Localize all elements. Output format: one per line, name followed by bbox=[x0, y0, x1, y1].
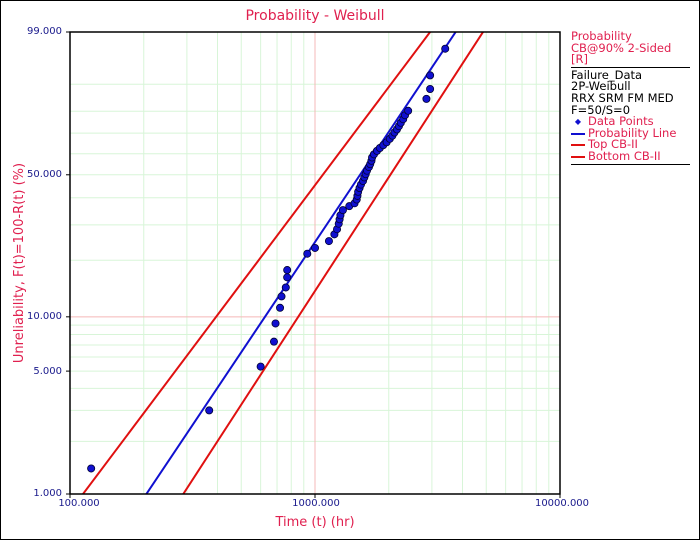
data-point bbox=[277, 292, 286, 301]
data-point bbox=[87, 464, 96, 473]
data-point bbox=[404, 106, 413, 115]
legend-info-method: RRX SRM FM MED bbox=[571, 90, 674, 105]
data-point bbox=[256, 362, 265, 371]
legend-item-top-cb: Top CB-II bbox=[571, 139, 691, 151]
x-axis-label: Time (t) (hr) bbox=[275, 515, 355, 530]
y-tick-10: 10.000 bbox=[27, 311, 62, 322]
legend-header-title: Probability bbox=[571, 29, 632, 43]
legend-header-cb: CB@90% 2-Sided [R] bbox=[571, 40, 672, 67]
data-point-marker-icon: ◆ bbox=[574, 117, 582, 127]
blue-line-swatch-icon bbox=[571, 132, 585, 135]
data-point bbox=[441, 44, 450, 53]
legend-label: Top CB-II bbox=[588, 137, 638, 152]
plot-border bbox=[69, 31, 561, 495]
x-tick-1000: 1000.000 bbox=[292, 498, 340, 509]
top-cb-ii-line bbox=[81, 32, 432, 494]
data-point bbox=[283, 273, 292, 282]
legend-item-bottom-cb: Bottom CB-II bbox=[571, 148, 691, 163]
data-point bbox=[426, 84, 435, 93]
y-tick-5: 5.000 bbox=[33, 366, 62, 377]
legend-info-counts: F=50/S=0 bbox=[571, 102, 631, 117]
y-tick-50: 50.000 bbox=[27, 169, 62, 180]
data-point bbox=[205, 406, 214, 415]
data-point bbox=[271, 319, 280, 328]
data-point bbox=[426, 71, 435, 80]
data-point bbox=[269, 337, 278, 346]
y-tick-99: 99.000 bbox=[27, 26, 62, 37]
legend-bottom-divider bbox=[571, 163, 690, 165]
y-tick-1: 1.000 bbox=[33, 488, 62, 499]
legend-info-dist: 2P-Weibull bbox=[571, 79, 631, 94]
data-point bbox=[281, 283, 290, 292]
plot-series-group bbox=[81, 32, 485, 494]
legend-label: Bottom CB-II bbox=[588, 148, 661, 163]
data-point bbox=[338, 206, 347, 215]
legend-divider bbox=[571, 66, 690, 68]
legend-label: Data Points bbox=[588, 114, 654, 129]
red-line-swatch-icon bbox=[571, 155, 585, 158]
legend-item-data-points: ◆ Data Points bbox=[571, 116, 691, 128]
x-tick-100: 100.000 bbox=[58, 498, 100, 509]
data-point bbox=[283, 266, 292, 275]
legend-label: Probability Line bbox=[588, 125, 677, 140]
legend-item-probability-line: Probability Line bbox=[571, 125, 691, 140]
x-tick-10000: 10000.000 bbox=[534, 498, 590, 509]
data-point bbox=[310, 243, 319, 252]
bottom-cb-ii-line bbox=[182, 32, 485, 494]
data-point bbox=[276, 303, 285, 312]
y-axis-label: Unreliability, F(t)=100-R(t) (%) bbox=[12, 162, 27, 364]
legend-info-data: Failure_Data bbox=[571, 67, 643, 82]
data-point bbox=[324, 237, 333, 246]
legend: Probability CB@90% 2-Sided [R] Failure_D… bbox=[571, 29, 691, 167]
red-line-swatch-icon bbox=[571, 144, 585, 147]
data-point bbox=[422, 94, 431, 103]
data-point bbox=[303, 249, 312, 258]
chart-title: Probability - Weibull bbox=[245, 8, 385, 24]
